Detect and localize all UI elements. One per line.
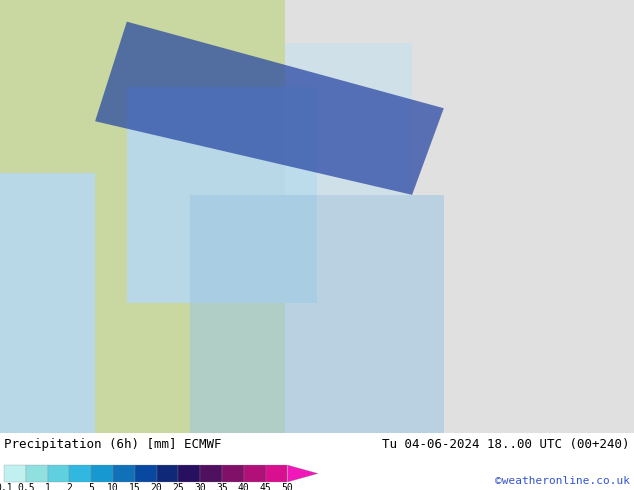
Text: Tu 04-06-2024 18..00 UTC (00+240): Tu 04-06-2024 18..00 UTC (00+240) bbox=[382, 438, 630, 451]
Text: 35: 35 bbox=[216, 483, 228, 490]
Bar bbox=[48, 465, 69, 482]
Bar bbox=[285, 43, 412, 195]
Text: 25: 25 bbox=[172, 483, 184, 490]
Text: 10: 10 bbox=[107, 483, 119, 490]
Bar bbox=[0, 173, 95, 433]
Bar bbox=[91, 465, 113, 482]
Bar bbox=[190, 195, 444, 433]
Bar bbox=[244, 465, 266, 482]
Bar bbox=[4, 465, 26, 482]
Bar bbox=[113, 465, 135, 482]
Text: 15: 15 bbox=[129, 483, 141, 490]
Bar bbox=[157, 465, 178, 482]
Bar bbox=[285, 0, 634, 433]
Text: 0.1: 0.1 bbox=[0, 483, 13, 490]
Bar bbox=[26, 465, 48, 482]
Bar bbox=[178, 465, 200, 482]
Text: 20: 20 bbox=[151, 483, 162, 490]
Text: 50: 50 bbox=[281, 483, 294, 490]
Text: 1: 1 bbox=[44, 483, 51, 490]
Text: Precipitation (6h) [mm] ECMWF: Precipitation (6h) [mm] ECMWF bbox=[4, 438, 221, 451]
Bar bbox=[127, 87, 317, 303]
Text: 2: 2 bbox=[67, 483, 72, 490]
Bar bbox=[266, 465, 287, 482]
Text: ©weatheronline.co.uk: ©weatheronline.co.uk bbox=[495, 476, 630, 486]
Bar bbox=[222, 465, 244, 482]
Polygon shape bbox=[95, 22, 444, 195]
Bar bbox=[200, 465, 222, 482]
Bar bbox=[0, 0, 285, 433]
Polygon shape bbox=[287, 465, 318, 482]
Text: 40: 40 bbox=[238, 483, 250, 490]
Bar bbox=[135, 465, 157, 482]
Bar bbox=[69, 465, 91, 482]
Text: 5: 5 bbox=[88, 483, 94, 490]
Text: 0.5: 0.5 bbox=[17, 483, 35, 490]
Text: 30: 30 bbox=[195, 483, 206, 490]
Text: 45: 45 bbox=[260, 483, 271, 490]
